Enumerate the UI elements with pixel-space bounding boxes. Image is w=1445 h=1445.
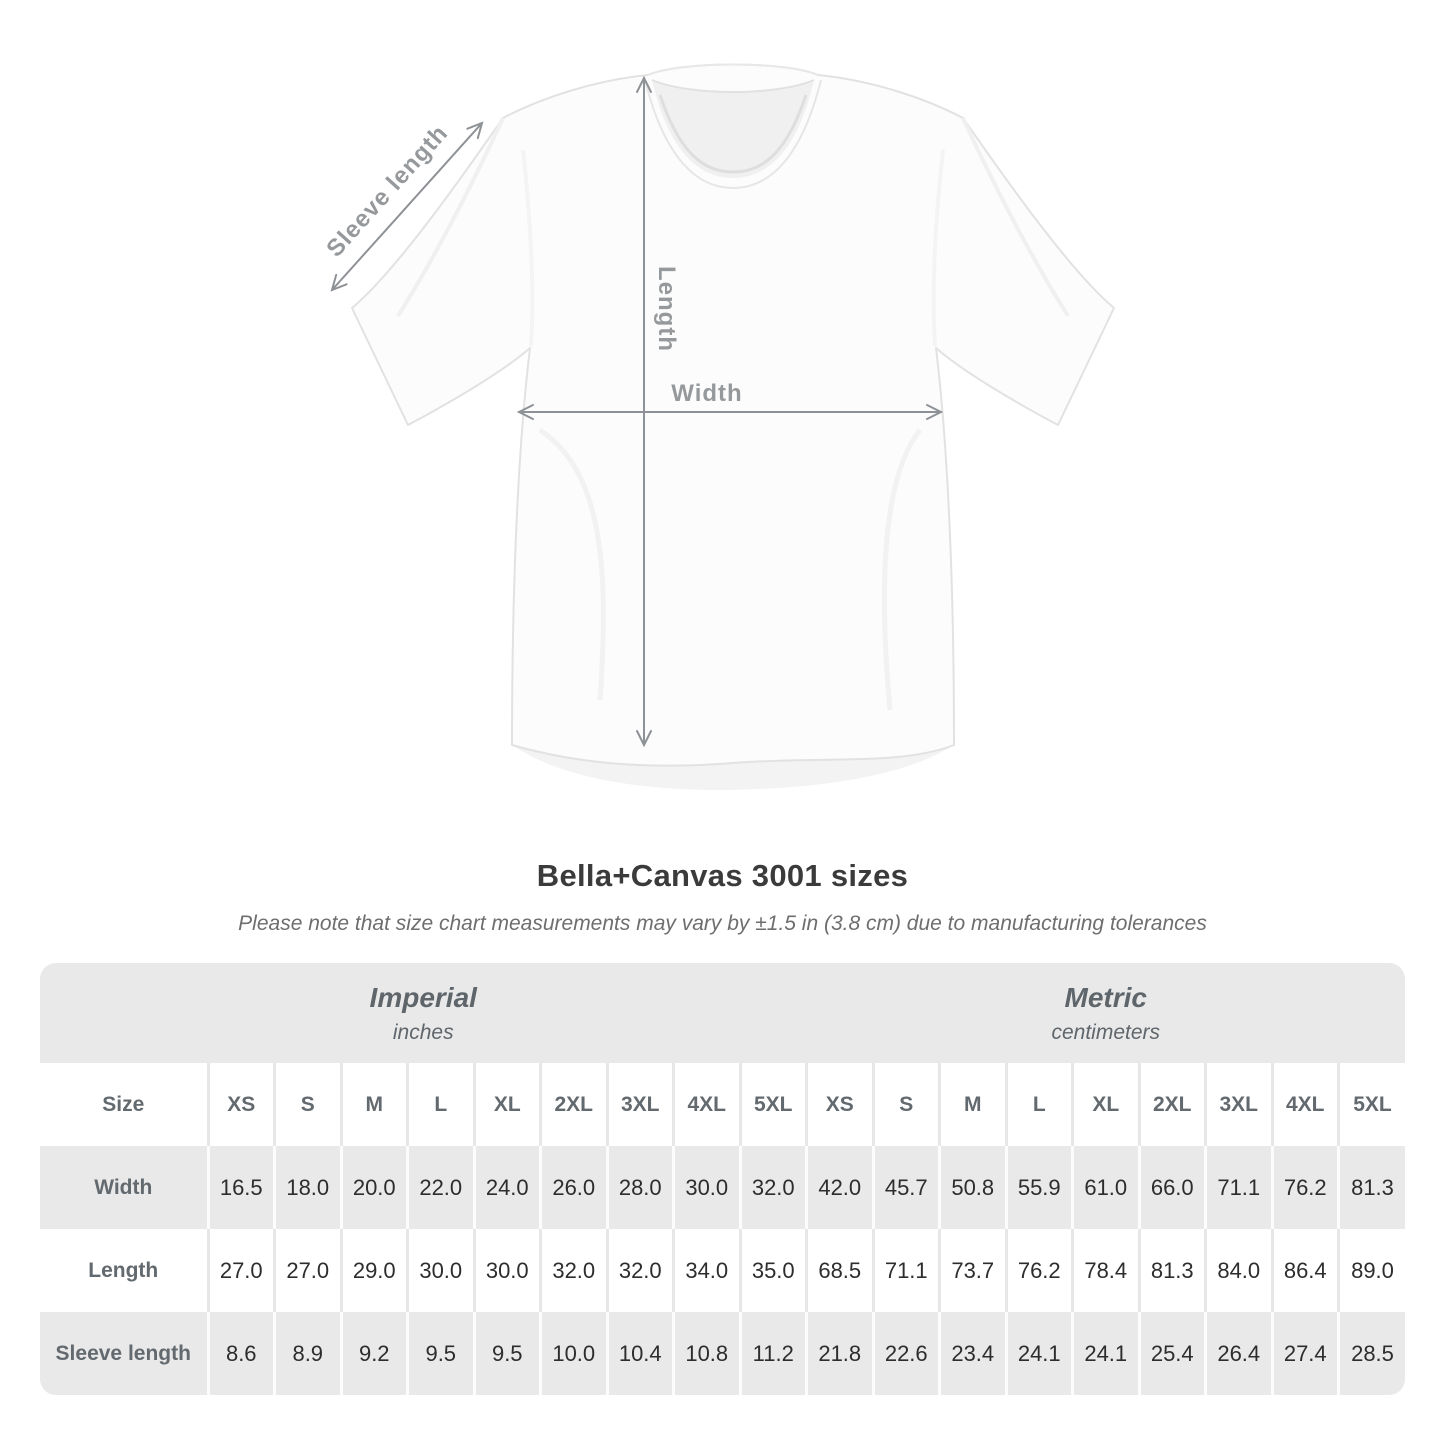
imperial-header-unit: inches	[392, 1020, 454, 1044]
value-cell: 30.0	[672, 1146, 740, 1229]
value-cell: 55.9	[1004, 1146, 1073, 1229]
value-cell: 9.5	[406, 1312, 474, 1395]
width-arrow	[516, 404, 944, 420]
imperial-header-title: Imperial	[369, 981, 477, 1013]
value-cell: 30.0	[406, 1229, 474, 1312]
value-cell: 81.3	[1337, 1146, 1405, 1229]
size-column-label: Size	[40, 1063, 208, 1146]
value-cell: 9.2	[339, 1312, 408, 1395]
value-cell: 11.2	[738, 1312, 807, 1395]
value-cell: 66.0	[1137, 1146, 1206, 1229]
value-cell: 71.1	[1204, 1146, 1272, 1229]
size-header-imperial: XL	[472, 1063, 541, 1146]
width-annotation: Width	[671, 380, 742, 407]
value-cell: 35.0	[738, 1229, 807, 1312]
value-cell: 20.0	[339, 1146, 408, 1229]
imperial-header: Imperial inches	[40, 963, 807, 1063]
value-cell: 73.7	[938, 1229, 1006, 1312]
row-label-length: Length	[40, 1229, 208, 1312]
value-cell: 16.5	[206, 1146, 275, 1229]
value-cell: 89.0	[1337, 1229, 1405, 1312]
row-label-width: Width	[40, 1146, 208, 1229]
value-cell: 10.4	[605, 1312, 674, 1395]
value-cell: 26.4	[1204, 1312, 1272, 1395]
size-header-imperial: M	[339, 1063, 408, 1146]
row-label-sleeve-length: Sleeve length	[40, 1312, 208, 1395]
metric-header: Metric centimeters	[806, 963, 1405, 1063]
value-cell: 18.0	[273, 1146, 341, 1229]
size-header-metric: XS	[805, 1063, 873, 1146]
value-cell: 76.2	[1004, 1229, 1073, 1312]
value-cell: 86.4	[1270, 1229, 1339, 1312]
value-cell: 29.0	[339, 1229, 408, 1312]
size-header-metric: XL	[1071, 1063, 1139, 1146]
page-title: Bella+Canvas 3001 sizes	[536, 858, 909, 893]
value-cell: 45.7	[871, 1146, 940, 1229]
size-header-metric: 5XL	[1337, 1063, 1405, 1146]
value-cell: 10.0	[539, 1312, 607, 1395]
value-cell: 32.0	[605, 1229, 674, 1312]
value-cell: 81.3	[1137, 1229, 1206, 1312]
size-header-metric: 3XL	[1204, 1063, 1272, 1146]
length-row: Length 27.0 27.0 29.0 30.0 30.0 32.0 32.…	[40, 1229, 1405, 1312]
size-header-imperial: 3XL	[605, 1063, 674, 1146]
value-cell: 27.0	[273, 1229, 341, 1312]
value-cell: 25.4	[1137, 1312, 1206, 1395]
value-cell: 50.8	[938, 1146, 1006, 1229]
value-cell: 27.4	[1270, 1312, 1339, 1395]
sleeve-length-arrow	[330, 121, 484, 292]
size-header-imperial: 2XL	[539, 1063, 607, 1146]
value-cell: 84.0	[1204, 1229, 1272, 1312]
tshirt-image	[351, 63, 1115, 790]
value-cell: 24.1	[1071, 1312, 1139, 1395]
size-header-imperial: S	[273, 1063, 341, 1146]
size-chart-table: Imperial inches Metric centimeters Size …	[40, 963, 1405, 1395]
value-cell: 10.8	[672, 1312, 740, 1395]
size-header-metric: 4XL	[1270, 1063, 1339, 1146]
length-annotation: Length	[653, 266, 680, 352]
unit-header-row: Imperial inches Metric centimeters	[40, 963, 1405, 1063]
value-cell: 26.0	[539, 1146, 607, 1229]
value-cell: 68.5	[805, 1229, 873, 1312]
value-cell: 9.5	[472, 1312, 541, 1395]
size-header-imperial: 4XL	[672, 1063, 740, 1146]
size-header-imperial: XS	[206, 1063, 275, 1146]
value-cell: 61.0	[1071, 1146, 1139, 1229]
size-header-metric: M	[938, 1063, 1006, 1146]
value-cell: 8.6	[206, 1312, 275, 1395]
value-cell: 71.1	[871, 1229, 940, 1312]
value-cell: 28.0	[605, 1146, 674, 1229]
value-cell: 32.0	[539, 1229, 607, 1312]
tolerance-note: Please note that size chart measurements…	[238, 912, 1207, 935]
value-cell: 22.6	[871, 1312, 940, 1395]
size-header-imperial: L	[406, 1063, 474, 1146]
width-row: Width 16.5 18.0 20.0 22.0 24.0 26.0 28.0…	[40, 1146, 1405, 1229]
value-cell: 27.0	[206, 1229, 275, 1312]
value-cell: 30.0	[472, 1229, 541, 1312]
value-cell: 23.4	[938, 1312, 1006, 1395]
value-cell: 21.8	[805, 1312, 873, 1395]
value-cell: 8.9	[273, 1312, 341, 1395]
size-header-imperial: 5XL	[738, 1063, 807, 1146]
value-cell: 32.0	[738, 1146, 807, 1229]
value-cell: 78.4	[1071, 1229, 1139, 1312]
value-cell: 42.0	[805, 1146, 873, 1229]
size-header-metric: S	[871, 1063, 940, 1146]
value-cell: 28.5	[1337, 1312, 1405, 1395]
value-cell: 34.0	[672, 1229, 740, 1312]
size-header-row: Size XS S M L XL 2XL 3XL 4XL 5XL XS S M …	[40, 1063, 1405, 1146]
metric-header-title: Metric	[1064, 981, 1147, 1013]
sleeve-length-row: Sleeve length 8.6 8.9 9.2 9.5 9.5 10.0 1…	[40, 1312, 1405, 1395]
size-header-metric: 2XL	[1137, 1063, 1206, 1146]
metric-header-unit: centimeters	[1051, 1020, 1161, 1044]
value-cell: 76.2	[1270, 1146, 1339, 1229]
value-cell: 24.0	[472, 1146, 541, 1229]
product-measurement-figure: Sleeve length Length Width	[321, 63, 1115, 790]
value-cell: 22.0	[406, 1146, 474, 1229]
value-cell: 24.1	[1004, 1312, 1073, 1395]
size-header-metric: L	[1004, 1063, 1073, 1146]
